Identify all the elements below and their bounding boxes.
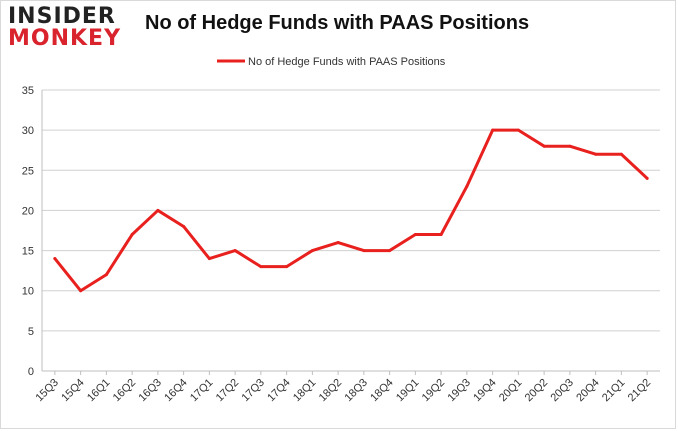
- x-tick-label: 19Q1: [394, 377, 422, 405]
- data-point: [310, 249, 314, 253]
- x-tick-label: 20Q3: [548, 377, 576, 405]
- x-tick-label: 19Q2: [420, 377, 448, 405]
- data-point: [542, 144, 546, 148]
- logo-line-monkey: MONKEY: [8, 26, 122, 51]
- x-tick-label: 17Q3: [239, 377, 267, 405]
- data-point: [285, 265, 289, 269]
- x-tick-label: 15Q4: [59, 377, 87, 405]
- data-point: [388, 249, 392, 253]
- grid-lines: [42, 89, 660, 332]
- x-tick-label: 21Q2: [626, 377, 654, 405]
- logo-line-insider: INSIDER: [8, 4, 116, 29]
- data-point: [362, 249, 366, 253]
- data-point: [259, 265, 263, 269]
- y-tick-label: 30: [22, 125, 34, 137]
- data-point: [207, 257, 211, 261]
- y-tick-label: 35: [22, 85, 34, 97]
- x-tick-label: 20Q1: [497, 377, 525, 405]
- legend-label: No of Hedge Funds with PAAS Positions: [248, 56, 446, 68]
- data-point: [645, 176, 649, 180]
- data-point: [439, 233, 443, 237]
- data-point: [79, 289, 83, 293]
- y-tick-label: 0: [28, 366, 34, 378]
- data-point: [182, 224, 186, 228]
- x-tick-label: 18Q2: [317, 377, 345, 405]
- y-tick-label: 25: [22, 165, 34, 177]
- x-tick-label: 17Q4: [265, 377, 293, 405]
- data-point: [336, 241, 340, 245]
- data-point: [413, 233, 417, 237]
- legend: No of Hedge Funds with PAAS Positions: [217, 56, 446, 68]
- x-tick-label: 18Q1: [291, 377, 319, 405]
- data-point: [491, 128, 495, 132]
- y-tick-label: 5: [28, 326, 34, 338]
- x-tick-label: 19Q4: [471, 377, 499, 405]
- data-point: [233, 249, 237, 253]
- x-tick-label: 16Q4: [162, 377, 190, 405]
- x-tick-label: 18Q3: [342, 377, 370, 405]
- data-point: [516, 128, 520, 132]
- data-point: [53, 257, 57, 261]
- x-tick-label: 17Q2: [214, 377, 242, 405]
- data-point: [465, 184, 469, 188]
- x-tick-label: 20Q2: [523, 377, 551, 405]
- series-line-0: [53, 128, 649, 293]
- x-tick-label: 20Q4: [574, 377, 602, 405]
- x-tick-label: 16Q1: [85, 377, 113, 405]
- x-tick-label: 16Q3: [136, 377, 164, 405]
- x-tick-label: 16Q2: [111, 377, 139, 405]
- y-tick-label: 20: [22, 205, 34, 217]
- data-point: [568, 144, 572, 148]
- x-tick-label: 17Q1: [188, 377, 216, 405]
- y-tick-label: 10: [22, 286, 34, 298]
- data-point: [104, 273, 108, 277]
- chart-title: No of Hedge Funds with PAAS Positions: [145, 12, 530, 34]
- data-point: [130, 233, 134, 237]
- x-tick-label: 21Q1: [600, 377, 628, 405]
- y-tick-label: 15: [22, 246, 34, 258]
- data-point: [156, 208, 160, 212]
- axes: [41, 90, 660, 375]
- series-layer: [53, 128, 649, 293]
- data-point: [619, 152, 623, 156]
- x-tick-labels: 15Q315Q416Q116Q216Q316Q417Q117Q217Q317Q4…: [33, 377, 653, 405]
- y-tick-labels: 0 5 10 15 20 25 30 35: [22, 85, 34, 378]
- data-point: [594, 152, 598, 156]
- x-tick-label: 15Q3: [33, 377, 61, 405]
- x-tick-label: 19Q3: [445, 377, 473, 405]
- x-tick-label: 18Q4: [368, 377, 396, 405]
- insider-monkey-logo: INSIDER MONKEY: [8, 6, 128, 56]
